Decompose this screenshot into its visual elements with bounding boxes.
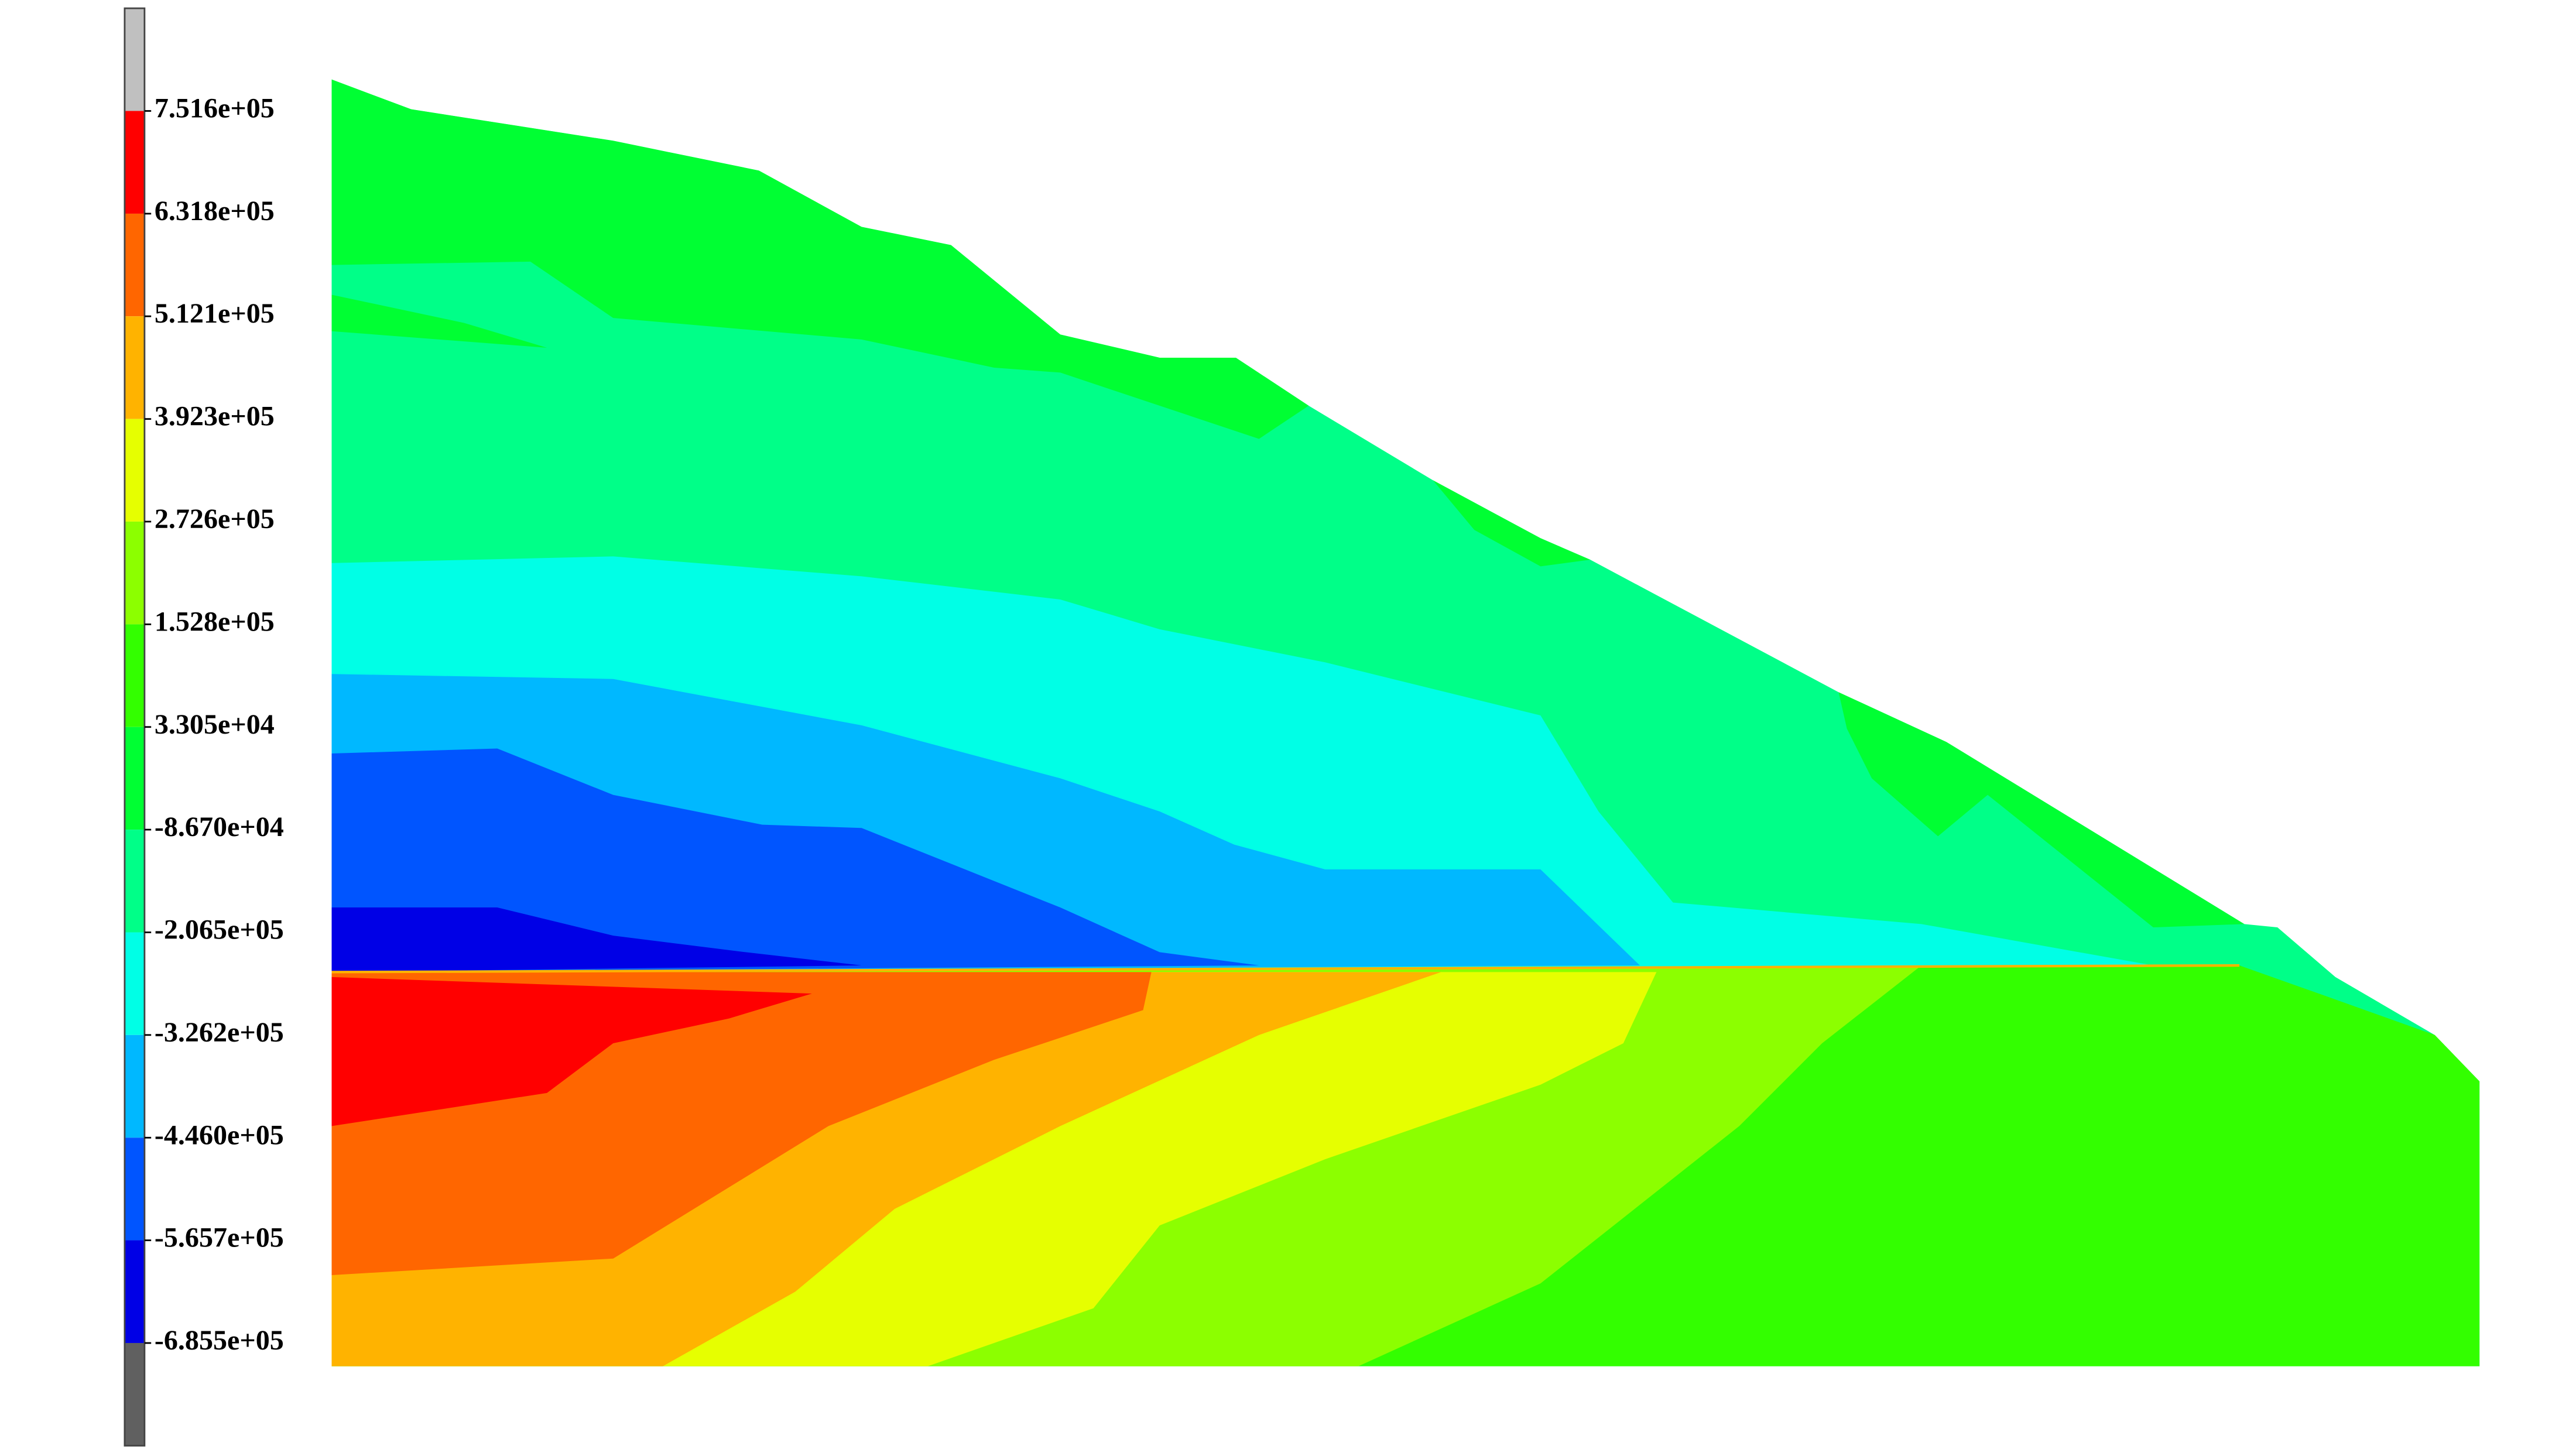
colorbar-band — [124, 830, 145, 933]
colorbar: 7.516e+05 6.318e+05 5.121e+05 3.923e+05 2.72… — [124, 7, 284, 1447]
colorbar-label: -5.657e+05 — [155, 1222, 284, 1253]
colorbar-label: -3.262e+05 — [155, 1017, 284, 1048]
contour-region — [331, 977, 812, 1126]
colorbar-label: -8.670e+04 — [155, 811, 284, 842]
contour-region — [331, 294, 547, 348]
contour-region — [1433, 480, 1591, 567]
contour-region — [331, 907, 862, 972]
colorbar-label: 1.528e+05 — [155, 606, 275, 637]
colorbar-band — [124, 932, 145, 1035]
colorbar-label: 6.318e+05 — [155, 196, 275, 227]
contour-region — [1838, 692, 2245, 927]
colorbar-label: -6.855e+05 — [155, 1325, 284, 1356]
colorbar-label: -2.065e+05 — [155, 914, 284, 946]
colorbar-label: 3.923e+05 — [155, 401, 275, 432]
colorbar-band — [124, 1034, 145, 1138]
colorbar-band — [124, 213, 145, 317]
colorbar-label: 5.121e+05 — [155, 298, 275, 329]
colorbar-label: 3.305e+04 — [155, 709, 275, 740]
contour-region — [331, 748, 1259, 972]
colorbar-over — [124, 8, 145, 111]
colorbar-band — [124, 1138, 145, 1241]
colorbar-label: 2.726e+05 — [155, 503, 275, 535]
colorbar-band — [124, 111, 145, 214]
colorbar-under — [124, 1342, 145, 1446]
contour-field — [331, 79, 2480, 1366]
contour-region — [331, 79, 1309, 439]
colorbar-band — [124, 1240, 145, 1343]
colorbar-band — [124, 624, 145, 727]
colorbar-band — [124, 727, 145, 830]
colorbar-band — [124, 316, 145, 419]
colorbar-label: 7.516e+05 — [155, 93, 275, 124]
material-interface — [331, 964, 2240, 974]
colorbar-band — [124, 419, 145, 522]
colorbar-band — [124, 521, 145, 625]
colorbar-label: -4.460e+05 — [155, 1119, 284, 1150]
